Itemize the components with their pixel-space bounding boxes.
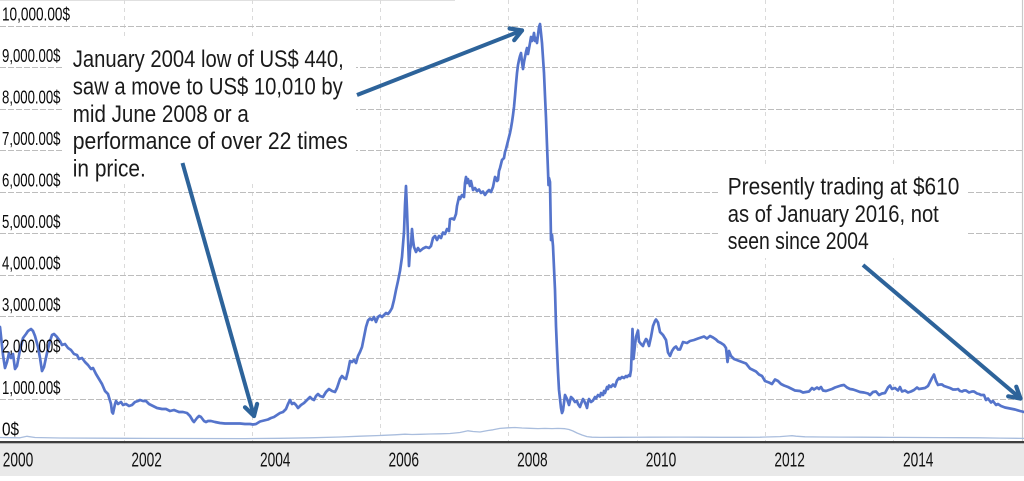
svg-text:9,000.00$: 9,000.00$ xyxy=(2,46,61,66)
svg-text:mid June 2008 or a: mid June 2008 or a xyxy=(73,101,250,128)
svg-text:performance of over 22 times: performance of over 22 times xyxy=(73,128,348,155)
svg-text:5,000.00$: 5,000.00$ xyxy=(2,212,61,232)
svg-text:2010: 2010 xyxy=(646,449,677,471)
svg-text:January 2004 low of US$ 440,: January 2004 low of US$ 440, xyxy=(73,46,344,73)
svg-text:2004: 2004 xyxy=(260,449,291,471)
svg-text:0$: 0$ xyxy=(2,420,19,440)
svg-text:6,000.00$: 6,000.00$ xyxy=(2,171,61,191)
svg-text:2012: 2012 xyxy=(774,449,805,471)
svg-text:as of January 2016, not: as of January 2016, not xyxy=(728,201,939,228)
svg-text:2002: 2002 xyxy=(131,449,162,471)
svg-text:8,000.00$: 8,000.00$ xyxy=(2,88,61,108)
svg-text:1,000.00$: 1,000.00$ xyxy=(2,378,61,398)
svg-text:seen since 2004: seen since 2004 xyxy=(728,228,869,255)
svg-text:saw a move to US$ 10,010 by: saw a move to US$ 10,010 by xyxy=(73,74,343,101)
svg-text:10,000.00$: 10,000.00$ xyxy=(2,5,70,25)
svg-text:2006: 2006 xyxy=(389,449,420,471)
svg-text:2,000.00$: 2,000.00$ xyxy=(2,337,61,357)
svg-text:Presently trading at $610: Presently trading at $610 xyxy=(728,174,960,201)
svg-text:2000: 2000 xyxy=(3,449,34,471)
svg-text:2014: 2014 xyxy=(903,449,934,471)
svg-text:2008: 2008 xyxy=(517,449,548,471)
svg-text:7,000.00$: 7,000.00$ xyxy=(2,129,61,149)
svg-text:in price.: in price. xyxy=(73,155,146,182)
svg-text:4,000.00$: 4,000.00$ xyxy=(2,254,61,274)
svg-text:3,000.00$: 3,000.00$ xyxy=(2,295,61,315)
